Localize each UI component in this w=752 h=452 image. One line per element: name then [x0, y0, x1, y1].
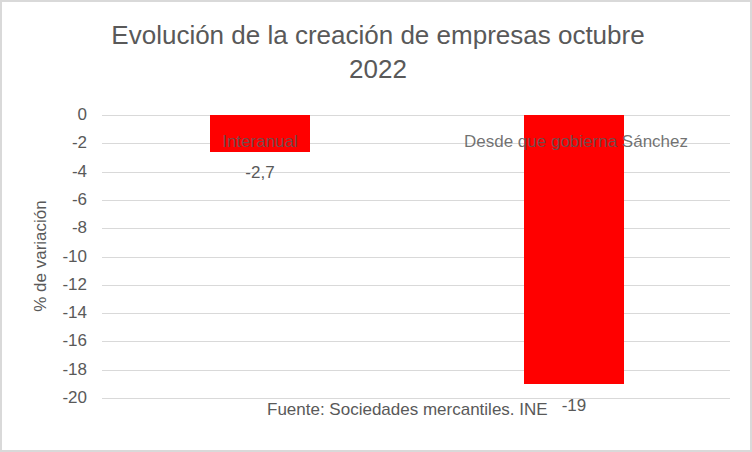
- y-tick-label: -14: [27, 303, 87, 323]
- gridline: [102, 313, 730, 314]
- gridline: [102, 257, 730, 258]
- gridline: [102, 172, 730, 173]
- gridline: [102, 370, 730, 371]
- y-tick-label: -8: [27, 218, 87, 238]
- source-note: Fuente: Sociedades mercantiles. INE: [267, 399, 548, 421]
- category-label-interanual: Interanual: [160, 133, 360, 151]
- chart-title: Evolución de la creación de empresas oct…: [98, 18, 658, 86]
- y-tick-label: -4: [27, 162, 87, 182]
- y-tick-label: 0: [27, 105, 87, 125]
- data-label-interanual: -2,7: [210, 163, 310, 183]
- gridline: [102, 115, 730, 116]
- y-tick-label: -18: [27, 360, 87, 380]
- y-tick-label: -16: [27, 331, 87, 351]
- gridline: [102, 341, 730, 342]
- y-tick-label: -10: [27, 247, 87, 267]
- y-tick-label: -20: [27, 388, 87, 408]
- bar-desde-que-gobierna-sanchez: [524, 115, 624, 384]
- y-tick-label: -12: [27, 275, 87, 295]
- gridline: [102, 200, 730, 201]
- y-tick-label: -2: [27, 133, 87, 153]
- gridline: [102, 228, 730, 229]
- bar-chart: Evolución de la creación de empresas oct…: [0, 0, 752, 452]
- category-label-desde-que-gobierna-sanchez: Desde que gobierna Sánchez: [464, 133, 684, 151]
- gridline: [102, 285, 730, 286]
- y-tick-label: -6: [27, 190, 87, 210]
